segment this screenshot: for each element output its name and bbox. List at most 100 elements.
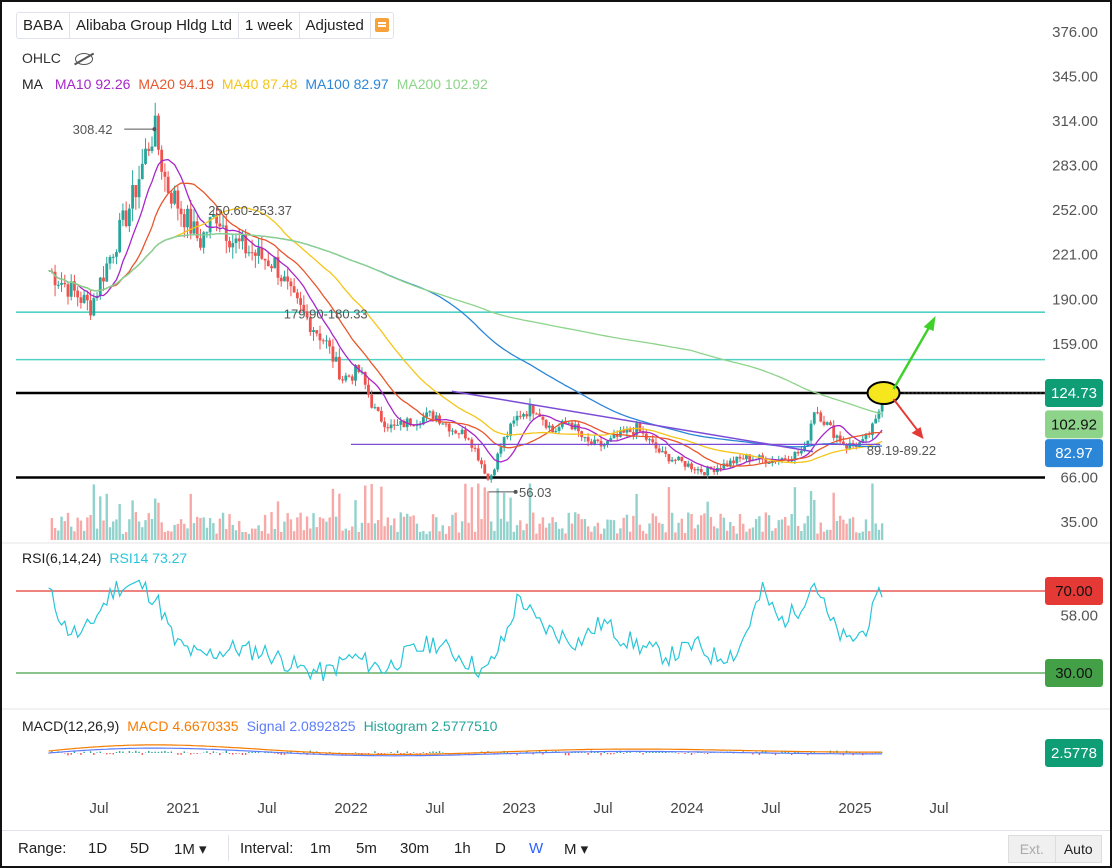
volume-bar — [386, 517, 390, 540]
candle-body — [819, 412, 823, 422]
volume-bar — [318, 517, 322, 540]
time-axis-tick: Jul — [761, 800, 780, 817]
candle-body — [305, 311, 309, 318]
time-axis-tick: Jul — [257, 800, 276, 817]
candle-body — [409, 418, 412, 426]
volume-bar — [334, 516, 338, 540]
volume-bar — [645, 533, 648, 540]
volume-bar — [790, 514, 793, 540]
candle-body — [418, 424, 422, 426]
volume-bar — [228, 514, 231, 540]
candle-body — [334, 356, 338, 362]
candle-body — [609, 438, 613, 442]
volume-bar — [858, 532, 861, 540]
volume-bar — [570, 523, 574, 540]
volume-bar — [147, 513, 150, 540]
interval-5m-button[interactable]: 5m — [356, 840, 377, 857]
interval-1m-button[interactable]: 1m — [310, 840, 331, 857]
volume-bar — [95, 528, 99, 540]
volume-bar — [289, 519, 293, 540]
volume-bar — [412, 515, 415, 540]
volume-bar — [477, 483, 480, 540]
volume-bar — [599, 533, 603, 540]
highlight-ellipse — [866, 381, 901, 406]
volume-bar — [270, 512, 273, 540]
volume-bar — [86, 517, 89, 540]
interval-1h-button[interactable]: 1h — [454, 840, 471, 857]
candle-body — [425, 412, 428, 418]
volume-bar — [376, 519, 380, 540]
volume-bar — [102, 520, 105, 540]
ext-button[interactable]: Ext. — [1009, 836, 1056, 862]
auto-button[interactable]: Auto — [1063, 841, 1093, 857]
candle-body — [396, 424, 399, 426]
candle-body — [289, 281, 293, 287]
interval-selector[interactable]: 1 week — [239, 13, 300, 38]
candle-body — [606, 441, 609, 446]
chart-canvas[interactable]: 376.00 345.00 314.00 283.00 252.00 221.00 190.… — [2, 2, 1110, 830]
volume-bar — [796, 525, 800, 540]
candle-body — [871, 423, 874, 436]
volume-bar — [370, 483, 373, 540]
current-price-badge-bg — [1045, 379, 1103, 408]
candle-body — [299, 298, 302, 305]
settings-icon[interactable] — [374, 18, 389, 32]
rsi-legend: RSI(6,14,24) RSI14 73.27 — [22, 550, 195, 566]
candle-body — [421, 417, 425, 425]
volume-bar — [205, 527, 209, 540]
candle-body — [767, 463, 771, 465]
volume-bar — [751, 527, 755, 540]
volume-bar — [515, 525, 519, 540]
volume-bar — [835, 521, 839, 540]
volume-bar — [322, 518, 325, 540]
volume-bar — [596, 522, 600, 540]
candle-body — [344, 375, 348, 381]
volume-bar — [806, 515, 810, 540]
volume-bar — [667, 487, 671, 540]
volume-bar — [632, 515, 635, 540]
candle-body — [732, 460, 735, 464]
price-axis-tick: 345.00 — [1052, 69, 1098, 86]
volume-bar — [732, 525, 735, 540]
volume-bar — [179, 519, 183, 540]
volume-bar — [880, 523, 884, 540]
interval-m-dropdown[interactable]: M ▾ — [564, 841, 589, 858]
volume-bar — [561, 528, 564, 540]
candle-body — [586, 437, 590, 442]
ma-legend-entry: MA200 102.92 — [396, 76, 488, 92]
candle-body — [318, 333, 322, 341]
candle-body — [499, 447, 503, 454]
volume-bar — [625, 514, 629, 540]
interval-d-button[interactable]: D — [495, 840, 506, 857]
candle-body — [690, 463, 693, 470]
range-5d-button[interactable]: 5D — [130, 840, 150, 857]
candle-body — [764, 458, 768, 464]
adjustment-selector[interactable]: Adjusted — [300, 13, 371, 38]
volume-bar — [325, 521, 328, 540]
candle-body — [560, 420, 564, 428]
volume-bar — [292, 531, 296, 540]
volume-bar — [105, 493, 108, 540]
bottom-toolbar: Range: 1D 5D 1M ▾ Interval: 1m 5m 30m 1h… — [2, 830, 1110, 866]
visibility-icon[interactable] — [74, 53, 93, 66]
volume-bar — [383, 526, 386, 540]
range-1m-dropdown[interactable]: 1M ▾ — [174, 841, 207, 858]
candle-body — [806, 440, 810, 447]
candle-body — [796, 452, 800, 454]
candle-body — [111, 256, 115, 258]
volume-bar — [166, 530, 170, 540]
volume-bar — [696, 524, 700, 540]
symbol-code[interactable]: BABA — [17, 13, 71, 38]
interval-30m-button[interactable]: 30m — [400, 840, 430, 857]
volume-bar — [819, 522, 822, 540]
volume-bar — [793, 487, 797, 540]
interval-w-button[interactable]: W — [529, 840, 544, 857]
range-1d-button[interactable]: 1D — [88, 840, 108, 857]
volume-bar — [764, 512, 768, 540]
candle-body — [292, 286, 296, 293]
candle-body — [554, 430, 558, 433]
candle-body — [279, 277, 283, 282]
volume-bar — [50, 518, 54, 540]
volume-bar — [380, 486, 383, 540]
volume-bar — [402, 516, 406, 540]
